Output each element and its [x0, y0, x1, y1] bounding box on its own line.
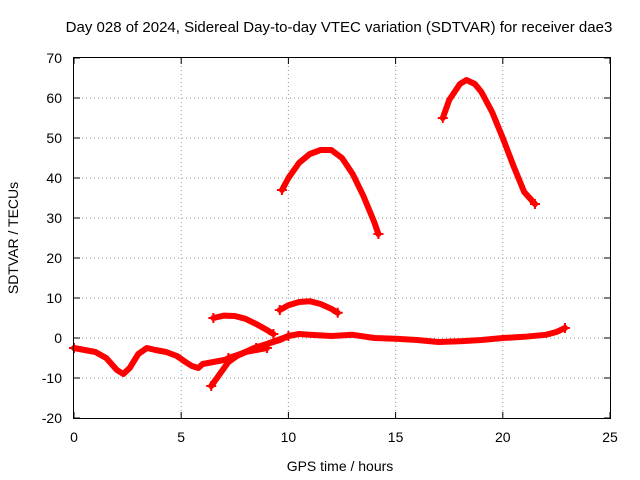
- series-point-marker: [373, 229, 384, 239]
- series-point-marker: [437, 113, 448, 123]
- y-tick-label: -20: [42, 410, 62, 426]
- x-tick-label: 20: [495, 429, 511, 445]
- data-marks: [69, 77, 570, 391]
- grid: [74, 58, 610, 418]
- series-arc-4: [439, 77, 538, 207]
- y-tick-label: 70: [46, 50, 62, 66]
- series-arc-1: [210, 312, 277, 337]
- series-rise-b: [225, 333, 292, 361]
- series-point-marker: [283, 331, 294, 341]
- chart-title: Day 028 of 2024, Sidereal Day-to-day VTE…: [66, 19, 613, 36]
- y-axis-label: SDTVAR / TECUs: [5, 182, 21, 294]
- ticks: 0 5 10 15 20 25 -20 -10 0 10 20 30 40 50 60 70: [42, 50, 618, 445]
- y-tick-label: 40: [46, 170, 62, 186]
- y-tick-label: 50: [46, 130, 62, 146]
- series-baseline-early: [71, 345, 260, 377]
- x-tick-label: 15: [388, 429, 404, 445]
- series-point-marker: [559, 323, 570, 333]
- series-arc-2: [276, 298, 341, 316]
- y-tick-label: 60: [46, 90, 62, 106]
- x-tick-label: 25: [602, 429, 618, 445]
- series-point-marker: [223, 353, 234, 363]
- series-point-marker: [208, 313, 219, 323]
- x-tick-label: 10: [281, 429, 297, 445]
- series-point-marker: [206, 381, 217, 391]
- y-tick-label: 30: [46, 210, 62, 226]
- series-point-marker: [529, 199, 540, 209]
- y-tick-label: 20: [46, 250, 62, 266]
- y-tick-label: 10: [46, 290, 62, 306]
- series-point-marker: [268, 329, 279, 339]
- plot-frame: [73, 57, 611, 419]
- x-tick-label: 0: [70, 429, 78, 445]
- series-point-marker: [274, 305, 285, 315]
- series-point-marker: [332, 307, 343, 318]
- x-axis-label: GPS time / hours: [287, 458, 394, 474]
- series-point-marker: [276, 185, 287, 195]
- series-arc-3: [279, 147, 382, 237]
- y-tick-label: -10: [42, 370, 62, 386]
- x-tick-label: 5: [177, 429, 185, 445]
- y-tick-label: 0: [54, 330, 62, 346]
